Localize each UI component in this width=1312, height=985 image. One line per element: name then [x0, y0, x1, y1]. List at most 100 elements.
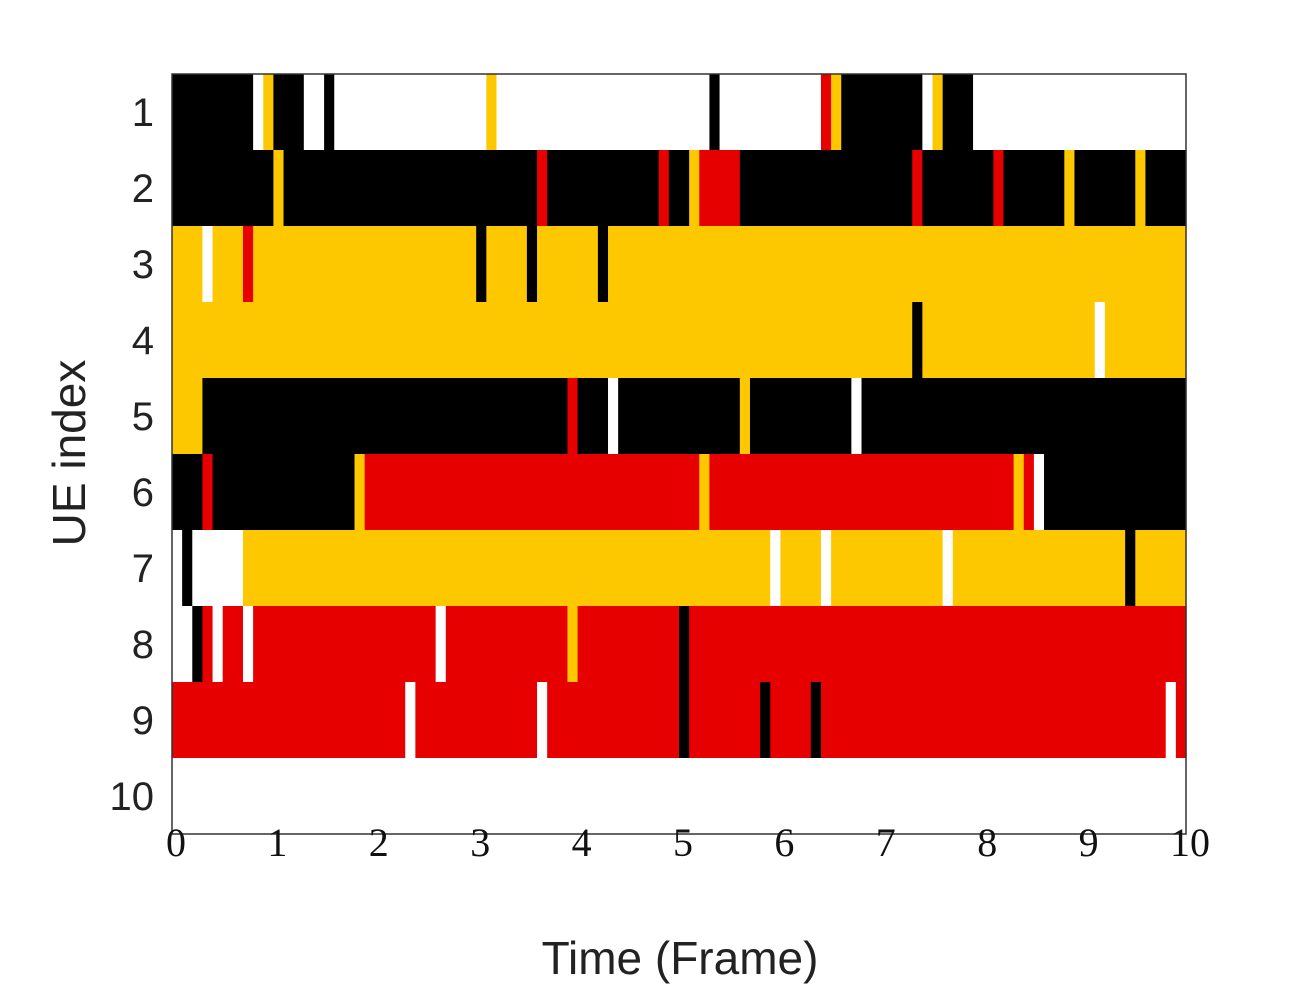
cell-ue6-seg2	[212, 454, 356, 531]
cell-ue3-seg6	[486, 226, 528, 303]
x-tick-label: 10	[1170, 820, 1210, 865]
cell-ue1-seg11	[820, 74, 832, 151]
cell-ue2-seg10	[912, 150, 923, 227]
y-tick-label: 9	[132, 699, 154, 743]
cell-ue1-seg6	[334, 74, 487, 151]
x-tick-label: 4	[572, 820, 592, 865]
heatmap-cells	[172, 74, 1187, 835]
x-tick-label: 1	[267, 820, 287, 865]
y-tick-label: 1	[132, 91, 154, 135]
cell-ue7-seg10	[1125, 530, 1136, 607]
x-axis-ticks: 0 1 2 3 4 5 6 7 8 9 10	[166, 820, 1210, 865]
x-tick-label: 5	[673, 820, 693, 865]
cell-ue9-seg6	[689, 682, 761, 759]
cell-ue6-seg1	[202, 454, 214, 531]
cell-ue1-seg9	[709, 74, 721, 151]
cell-ue1-seg2	[263, 74, 274, 151]
cell-ue3-seg3	[242, 226, 254, 303]
cell-ue8-seg8	[445, 606, 569, 683]
cell-ue8-seg12	[689, 606, 1187, 683]
x-tick-label: 2	[369, 820, 389, 865]
x-tick-label: 7	[876, 820, 896, 865]
cell-ue9-seg5	[679, 682, 690, 759]
cell-ue7-seg11	[1135, 530, 1187, 607]
cell-ue2-seg16	[1135, 150, 1147, 227]
cell-ue3-seg5	[476, 226, 487, 303]
x-axis-title: Time (Frame)	[542, 932, 819, 984]
cell-ue4-seg4	[1104, 302, 1187, 379]
cell-ue9-seg0	[172, 682, 406, 759]
cell-ue8-seg2	[202, 606, 214, 683]
cell-ue2-seg2	[283, 150, 538, 227]
cell-ue2-seg3	[537, 150, 548, 227]
y-tick-label: 3	[132, 243, 154, 287]
cell-ue6-seg9	[1033, 454, 1045, 531]
x-tick-label: 9	[1079, 820, 1099, 865]
cell-ue8-seg7	[435, 606, 447, 683]
cell-ue1-seg16	[942, 74, 974, 151]
cell-ue2-seg6	[668, 150, 690, 227]
cell-ue9-seg12	[1175, 682, 1187, 759]
cell-ue3-seg4	[253, 226, 477, 303]
cell-ue7-seg1	[182, 530, 193, 607]
cell-ue4-seg3	[1094, 302, 1106, 379]
y-tick-label: 6	[132, 471, 154, 515]
cell-ue5-seg4	[608, 378, 619, 455]
cell-ue5-seg8	[851, 378, 863, 455]
x-tick-label: 0	[166, 820, 186, 865]
cell-ue1-seg15	[932, 74, 944, 151]
cell-ue9-seg2	[415, 682, 538, 759]
cell-ue6-seg7	[1013, 454, 1025, 531]
cell-ue9-seg10	[820, 682, 1167, 759]
cell-ue6-seg0	[172, 454, 204, 531]
cell-ue6-seg8	[1023, 454, 1035, 531]
y-axis-title: UE index	[43, 360, 95, 547]
cell-ue2-seg8	[699, 150, 741, 227]
cell-ue2-seg17	[1145, 150, 1187, 227]
cell-ue7-seg7	[831, 530, 944, 607]
cell-ue1-seg3	[273, 74, 305, 151]
cell-ue8-seg3	[212, 606, 224, 683]
cell-ue1-seg17	[973, 74, 1187, 151]
cell-ue8-seg0	[172, 606, 193, 683]
cell-ue7-seg5	[780, 530, 822, 607]
cell-ue1-seg0	[172, 74, 254, 151]
cell-ue2-seg0	[172, 150, 274, 227]
cell-ue6-seg5	[699, 454, 711, 531]
cell-ue1-seg7	[486, 74, 498, 151]
cell-ue9-seg3	[537, 682, 548, 759]
cell-ue2-seg1	[273, 150, 285, 227]
cell-ue4-seg0	[172, 302, 913, 379]
cell-ue8-seg4	[222, 606, 244, 683]
cell-ue4-seg1	[912, 302, 923, 379]
cell-ue2-seg11	[922, 150, 994, 227]
cell-ue6-seg3	[354, 454, 366, 531]
cell-ue2-seg9	[739, 150, 913, 227]
y-tick-label: 5	[132, 395, 154, 439]
cell-ue3-seg1	[202, 226, 214, 303]
cell-ue3-seg0	[172, 226, 204, 303]
cell-ue1-seg1	[253, 74, 264, 151]
cell-ue7-seg2	[192, 530, 244, 607]
cell-ue1-seg12	[831, 74, 842, 151]
cell-ue1-seg4	[303, 74, 325, 151]
cell-ue8-seg5	[242, 606, 254, 683]
cell-ue5-seg9	[861, 378, 1187, 455]
cell-ue1-seg5	[324, 74, 335, 151]
y-tick-label: 7	[132, 547, 154, 591]
cell-ue2-seg12	[993, 150, 1005, 227]
cell-ue8-seg6	[253, 606, 437, 683]
cell-ue1-seg8	[496, 74, 711, 151]
cell-ue3-seg8	[537, 226, 599, 303]
cell-ue2-seg15	[1074, 150, 1136, 227]
plot-frame	[171, 73, 1187, 835]
cell-ue2-seg13	[1003, 150, 1065, 227]
y-tick-label: 4	[132, 319, 154, 363]
cell-ue10-seg0	[172, 758, 1187, 835]
cell-ue9-seg11	[1165, 682, 1177, 759]
x-tick-label: 3	[470, 820, 490, 865]
cell-ue7-seg9	[952, 530, 1126, 607]
x-tick-label: 8	[977, 820, 997, 865]
cell-ue8-seg9	[567, 606, 579, 683]
